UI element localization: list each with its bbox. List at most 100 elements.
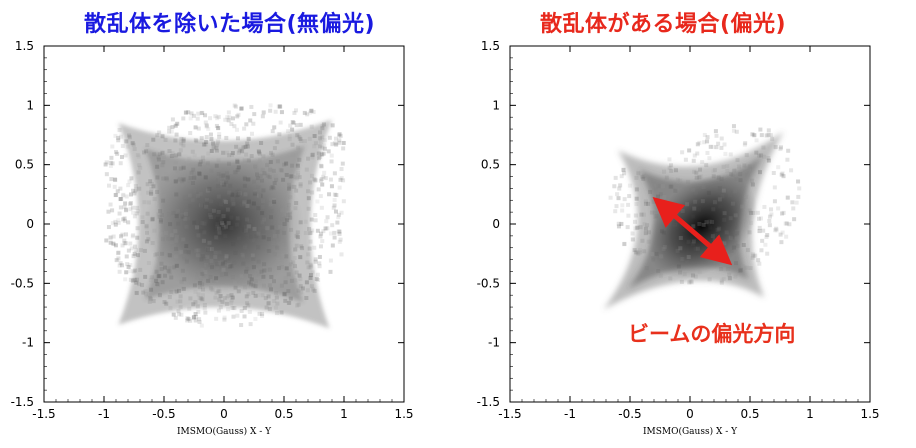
speckle xyxy=(634,196,639,201)
speckle xyxy=(298,220,303,225)
speckle xyxy=(272,198,277,203)
speckle xyxy=(108,202,113,207)
speckle xyxy=(719,136,724,141)
speckle xyxy=(181,237,186,242)
speckle xyxy=(656,184,661,189)
speckle xyxy=(195,253,200,258)
speckle xyxy=(181,165,186,170)
speckle xyxy=(190,198,195,203)
speckle xyxy=(276,257,281,262)
speckle xyxy=(727,276,732,281)
speckle xyxy=(218,294,223,299)
speckle xyxy=(112,177,117,182)
speckle xyxy=(762,154,767,159)
speckle xyxy=(719,278,724,283)
speckle xyxy=(642,222,647,227)
speckle xyxy=(164,301,169,306)
speckle xyxy=(273,244,278,249)
speckle xyxy=(213,114,218,119)
speckle xyxy=(242,245,247,250)
speckle xyxy=(214,278,219,283)
speckle xyxy=(259,269,264,274)
speckle xyxy=(612,184,617,189)
speckle xyxy=(260,204,265,209)
speckle xyxy=(235,216,240,221)
speckle xyxy=(161,198,166,203)
speckle xyxy=(226,220,231,225)
speckle xyxy=(748,210,753,215)
speckle xyxy=(757,225,762,230)
speckle xyxy=(207,207,212,212)
speckle xyxy=(133,268,138,273)
speckle xyxy=(300,286,305,291)
speckle xyxy=(133,184,138,189)
speckle xyxy=(770,136,775,141)
speckle xyxy=(664,175,669,180)
speckle xyxy=(169,275,174,280)
speckle xyxy=(222,182,227,187)
speckle xyxy=(642,173,647,178)
speckle xyxy=(683,256,688,261)
speckle xyxy=(178,166,183,171)
speckle xyxy=(318,144,323,149)
speckle xyxy=(109,155,114,160)
speckle xyxy=(159,261,164,266)
speckle xyxy=(339,252,344,257)
speckle xyxy=(733,213,738,218)
speckle xyxy=(337,229,342,234)
speckle xyxy=(217,177,222,182)
speckle xyxy=(322,170,327,175)
speckle xyxy=(274,139,279,144)
speckle xyxy=(216,231,221,236)
speckle xyxy=(719,145,724,150)
speckle xyxy=(169,153,174,158)
speckle xyxy=(276,104,281,109)
speckle xyxy=(757,153,762,158)
speckle xyxy=(117,269,122,274)
speckle xyxy=(249,277,254,282)
speckle xyxy=(309,108,314,113)
speckle xyxy=(206,247,211,252)
speckle xyxy=(205,246,210,251)
speckle xyxy=(700,160,705,165)
speckle xyxy=(706,190,711,195)
speckle xyxy=(320,182,325,187)
speckle xyxy=(232,306,237,311)
speckle xyxy=(320,182,325,187)
speckle xyxy=(332,203,337,208)
speckle xyxy=(136,170,141,175)
speckle xyxy=(242,227,247,232)
speckle xyxy=(727,193,732,198)
speckle xyxy=(252,191,257,196)
speckle xyxy=(759,133,764,138)
speckle xyxy=(138,267,143,272)
speckle xyxy=(213,295,218,300)
speckle xyxy=(786,148,791,153)
speckle xyxy=(654,251,659,256)
speckle xyxy=(268,287,273,292)
speckle xyxy=(252,192,257,197)
speckle xyxy=(159,217,164,222)
speckle xyxy=(131,269,136,274)
speckle xyxy=(128,202,133,207)
speckle xyxy=(277,206,282,211)
speckle xyxy=(207,240,212,245)
speckle xyxy=(772,185,777,190)
speckle xyxy=(337,138,342,143)
speckle xyxy=(251,283,256,288)
speckle xyxy=(159,267,164,272)
speckle xyxy=(197,285,202,290)
speckle xyxy=(151,137,156,142)
speckle xyxy=(127,133,132,138)
speckle xyxy=(216,140,221,145)
speckle xyxy=(307,246,312,251)
speckle xyxy=(132,214,137,219)
speckle xyxy=(644,266,649,271)
speckle xyxy=(167,212,172,217)
speckle xyxy=(167,295,172,300)
speckle xyxy=(185,258,190,263)
speckle xyxy=(287,186,292,191)
speckle xyxy=(269,150,274,155)
speckle xyxy=(237,191,242,196)
speckle xyxy=(312,144,317,149)
